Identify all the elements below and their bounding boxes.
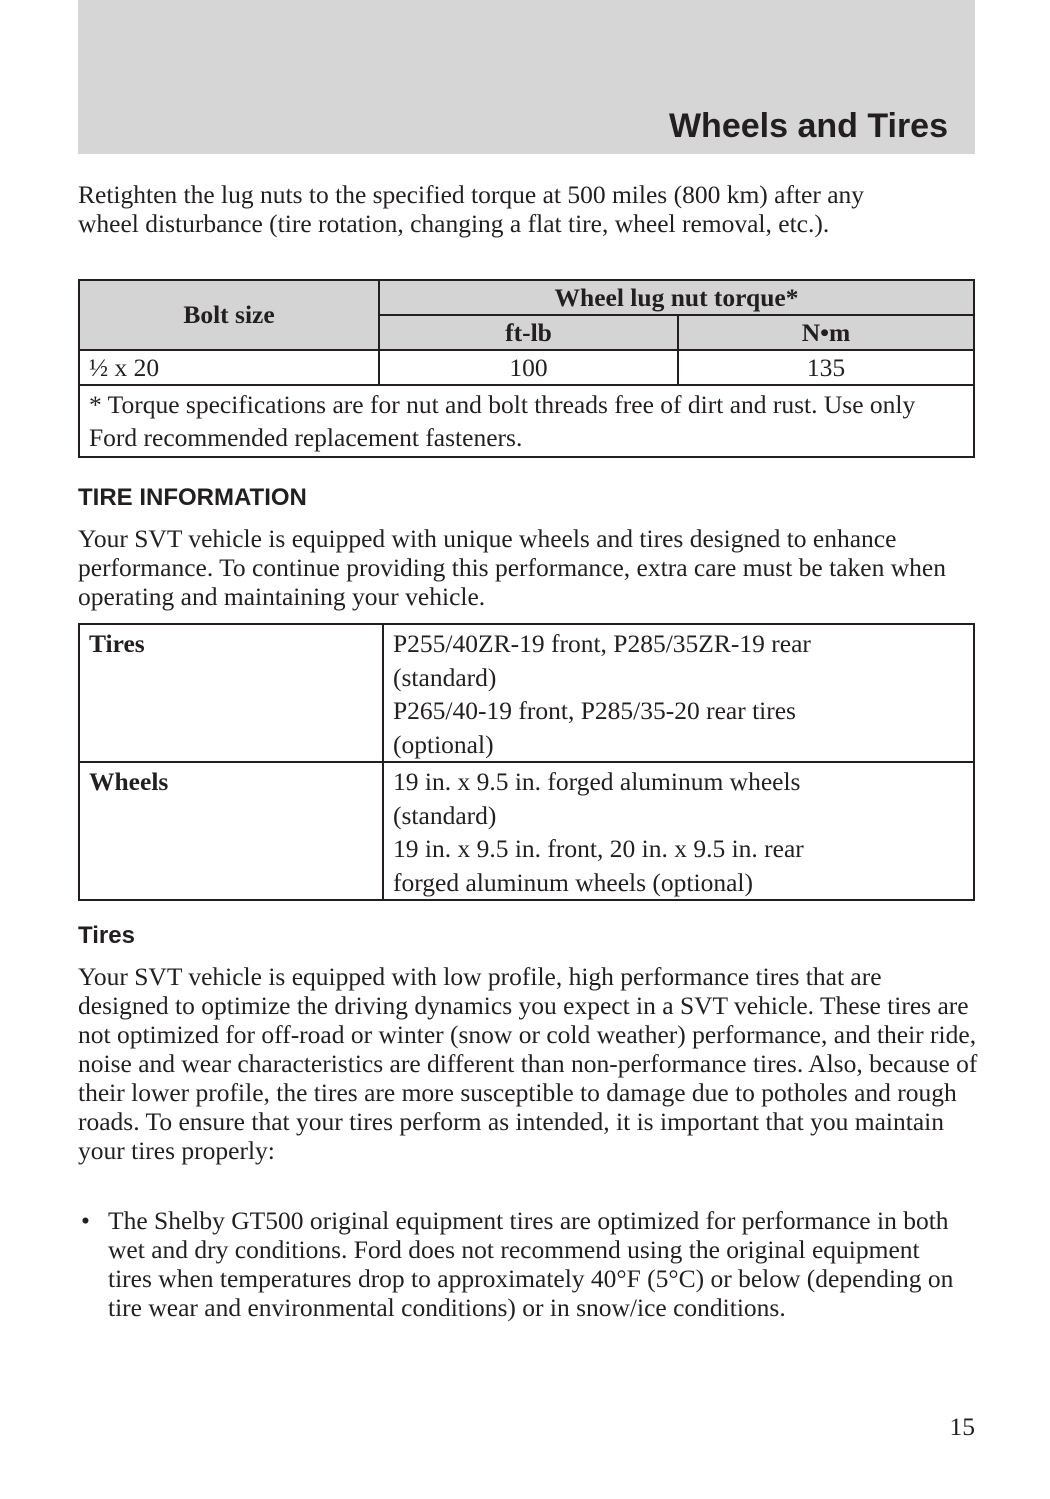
ftlb-cell: 100 [378, 349, 679, 386]
tire-information-heading: TIRE INFORMATION [78, 484, 307, 511]
spec-line: P265/40-19 front, P285/35-20 rear tires [393, 696, 796, 725]
wheels-value: 19 in. x 9.5 in. forged aluminum wheels … [382, 761, 975, 901]
tires-value: P255/40ZR-19 front, P285/35ZR-19 rear (s… [382, 623, 975, 763]
tires-label: Tires [78, 623, 384, 763]
nm-cell: 135 [677, 349, 975, 386]
spec-line: P255/40ZR-19 front, P285/35ZR-19 rear [393, 629, 811, 658]
wheels-label: Wheels [78, 761, 384, 901]
section-title: Wheels and Tires [668, 107, 948, 145]
spec-line: (standard) [393, 662, 497, 692]
page-number: 15 [949, 1412, 976, 1441]
bolt-size-cell: ½ x 20 [78, 349, 380, 386]
intro-paragraph: Retighten the lug nuts to the specified … [78, 180, 865, 238]
tires-heading: Tires [78, 922, 135, 949]
section-header-banner: Wheels and Tires [78, 0, 975, 154]
torque-table: Bolt size Wheel lug nut torque* ft-lb N•… [78, 279, 975, 458]
spec-line: 19 in. x 9.5 in. front, 20 in. x 9.5 in.… [393, 834, 804, 863]
spec-line: (standard) [393, 800, 497, 830]
table-row: Wheels 19 in. x 9.5 in. forged aluminum … [78, 761, 975, 901]
tire-wheel-spec-table: Tires P255/40ZR-19 front, P285/35ZR-19 r… [78, 623, 975, 901]
bullet-icon: • [81, 1206, 90, 1235]
spec-line: forged aluminum wheels (optional) [393, 867, 753, 897]
tire-information-paragraph: Your SVT vehicle is equipped with unique… [78, 524, 946, 611]
torque-note: * Torque specifications are for nut and … [78, 384, 975, 458]
header-ftlb: ft-lb [378, 314, 679, 351]
tires-paragraph: Your SVT vehicle is equipped with low pr… [78, 962, 978, 1165]
bullet-text: The Shelby GT500 original equipment tire… [108, 1206, 954, 1322]
table-row: ½ x 20 100 135 [78, 349, 975, 386]
header-bolt-size: Bolt size [78, 279, 380, 351]
header-torque: Wheel lug nut torque* [378, 279, 975, 316]
list-item: • The Shelby GT500 original equipment ti… [81, 1206, 968, 1322]
spec-line: 19 in. x 9.5 in. forged aluminum wheels [393, 767, 801, 796]
spec-line: (optional) [393, 729, 494, 759]
table-row: Tires P255/40ZR-19 front, P285/35ZR-19 r… [78, 623, 975, 763]
header-nm: N•m [677, 314, 975, 351]
